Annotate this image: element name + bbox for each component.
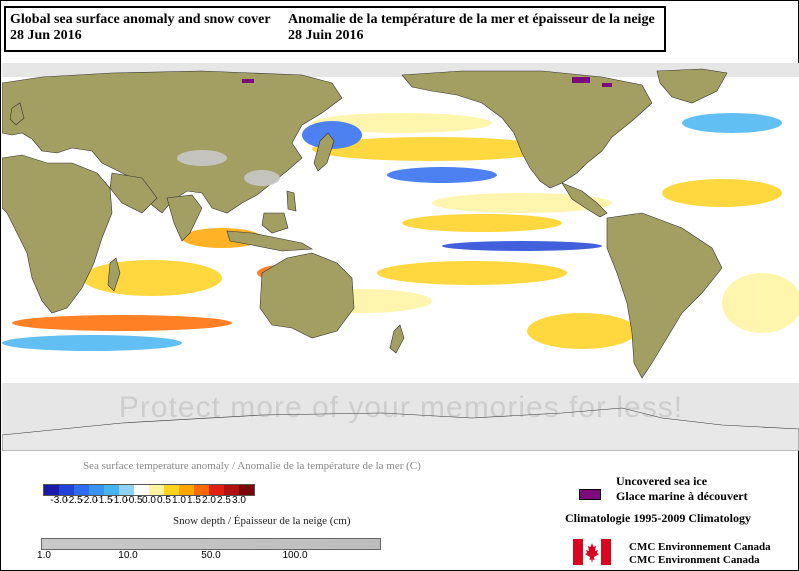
sst-patch-north-pacific-warm <box>312 137 552 161</box>
title-box: Global sea surface anomaly and snow cove… <box>4 6 666 52</box>
sst-tick-label: 0.0 <box>142 495 156 506</box>
land-japan <box>313 132 335 172</box>
sst-patch-southern-ocean-cool <box>2 335 182 351</box>
snow-tick-label: 50.0 <box>201 550 221 561</box>
sst-patch-kuroshio-cool <box>302 121 362 149</box>
snow-tick-label: 1.0 <box>37 550 51 561</box>
title-fr-date: 28 Juin 2016 <box>288 28 364 43</box>
sea-ice-swatch <box>579 489 601 500</box>
climatology-label: Climatologie 1995-2009 Climatology <box>565 511 751 525</box>
map-canvas <box>2 63 799 451</box>
sst-legend-title: Sea surface temperature anomaly / Anomal… <box>83 460 421 472</box>
uncovered-sea-ice <box>242 77 612 87</box>
sst-color-swatch <box>209 485 224 495</box>
agency-line-en: CMC Environment Canada <box>629 554 760 566</box>
land-new-zealand <box>389 324 405 354</box>
sst-color-swatch <box>194 485 209 495</box>
snow-patch-himalaya <box>177 150 227 166</box>
sst-patch-atlantic-warm <box>662 179 782 207</box>
sea-ice-patch-kara <box>242 79 254 83</box>
title-en-date: 28 Jun 2016 <box>10 28 82 43</box>
sst-tick-label: 3.0 <box>232 495 246 506</box>
sst-patch-indian-ocean-warm <box>82 260 222 296</box>
snow-patch-tibet <box>244 170 280 186</box>
sst-patch-central-pacific-warm <box>402 214 562 232</box>
sst-patch-southern-ocean-warm <box>12 315 232 331</box>
land-indonesia <box>226 230 313 252</box>
sst-tick-label: -0.5 <box>125 495 143 506</box>
sst-color-swatch <box>74 485 89 495</box>
sst-tick-label: 1.5 <box>187 495 201 506</box>
land-arabia <box>109 172 158 214</box>
sst-color-swatch <box>179 485 194 495</box>
sst-color-bar <box>43 484 255 496</box>
snow-cover <box>177 150 280 186</box>
sst-tick-label: -3.0 <box>50 495 68 506</box>
sst-patch-north-pacific-cool <box>387 167 497 183</box>
sst-color-swatch <box>149 485 164 495</box>
land-central-america <box>561 182 608 218</box>
land-madagascar <box>107 257 121 292</box>
sst-tick-label: 0.5 <box>157 495 171 506</box>
snow-tick-label: 10.0 <box>118 550 138 561</box>
sst-color-swatch <box>104 485 119 495</box>
sst-color-swatch <box>224 485 239 495</box>
sst-patch-south-atlantic-pale <box>722 273 799 333</box>
land-borneo <box>261 212 289 234</box>
sea-ice-patch-beaufort <box>572 77 590 83</box>
sst-color-swatch <box>89 485 104 495</box>
title-english: Global sea surface anomaly and snow cove… <box>10 12 271 44</box>
sst-patch-subtropical-pale <box>432 193 612 213</box>
land-africa <box>2 154 113 314</box>
snow-tick-label: 100.0 <box>282 550 308 561</box>
sea-ice-patch-archipelago <box>602 83 612 87</box>
sst-tick-labels: -3.0 -2.5 -2.0 -1.5 -1.0 -0.5 0.0 0.5 1.0 1.5 2.0 2… <box>43 495 363 507</box>
land-antarctica <box>2 407 799 451</box>
sst-tick-label: -2.5 <box>65 495 83 506</box>
sst-tick-label: -1.5 <box>95 495 113 506</box>
sst-tick-label: -1.0 <box>110 495 128 506</box>
sea-ice-legend: Uncovered sea ice Glace marine à découve… <box>616 474 748 504</box>
title-french: Anomalie de la température de la mer et … <box>288 12 655 44</box>
world-map <box>2 63 799 451</box>
agency-line-fr: CMC Environnement Canada <box>629 541 771 553</box>
sst-patch-southeast-pacific-warm <box>527 313 637 349</box>
sst-color-swatch <box>239 485 254 495</box>
land-masses <box>2 68 799 451</box>
title-fr-line1: Anomalie de la température de la mer et … <box>288 12 655 27</box>
sst-color-swatch <box>164 485 179 495</box>
sea-ice-label-en: Uncovered sea ice <box>616 474 708 488</box>
sst-color-swatch <box>59 485 74 495</box>
sst-color-swatch <box>44 485 59 495</box>
sst-tick-label: 1.0 <box>172 495 186 506</box>
sst-patch-south-pacific-warm <box>377 261 567 285</box>
sst-tick-label: 2.5 <box>217 495 231 506</box>
sea-ice-label-fr: Glace marine à découvert <box>616 489 748 503</box>
sst-color-swatch <box>119 485 134 495</box>
land-south-america <box>606 212 723 379</box>
land-india <box>166 194 203 242</box>
land-philippines <box>286 190 297 212</box>
sst-patch-north-atlantic-cool <box>682 113 782 133</box>
snow-depth-bar <box>41 538 381 550</box>
sst-tick-label: -2.0 <box>80 495 98 506</box>
agency-credit: CMC Environnement Canada CMC Environment… <box>629 541 771 567</box>
land-greenland <box>656 68 728 104</box>
snow-tick-labels: 1.0 10.0 50.0 100.0 <box>37 550 381 562</box>
land-british-isles <box>9 102 25 126</box>
sst-color-swatch <box>134 485 149 495</box>
snow-legend-title: Snow depth / Épaisseur de la neige (cm) <box>173 515 351 527</box>
land-australia <box>259 252 355 339</box>
canada-flag-icon <box>573 539 611 565</box>
title-en-line1: Global sea surface anomaly and snow cove… <box>10 12 271 27</box>
sst-tick-label: 2.0 <box>202 495 216 506</box>
sst-patch-equatorial-cool <box>442 241 602 251</box>
